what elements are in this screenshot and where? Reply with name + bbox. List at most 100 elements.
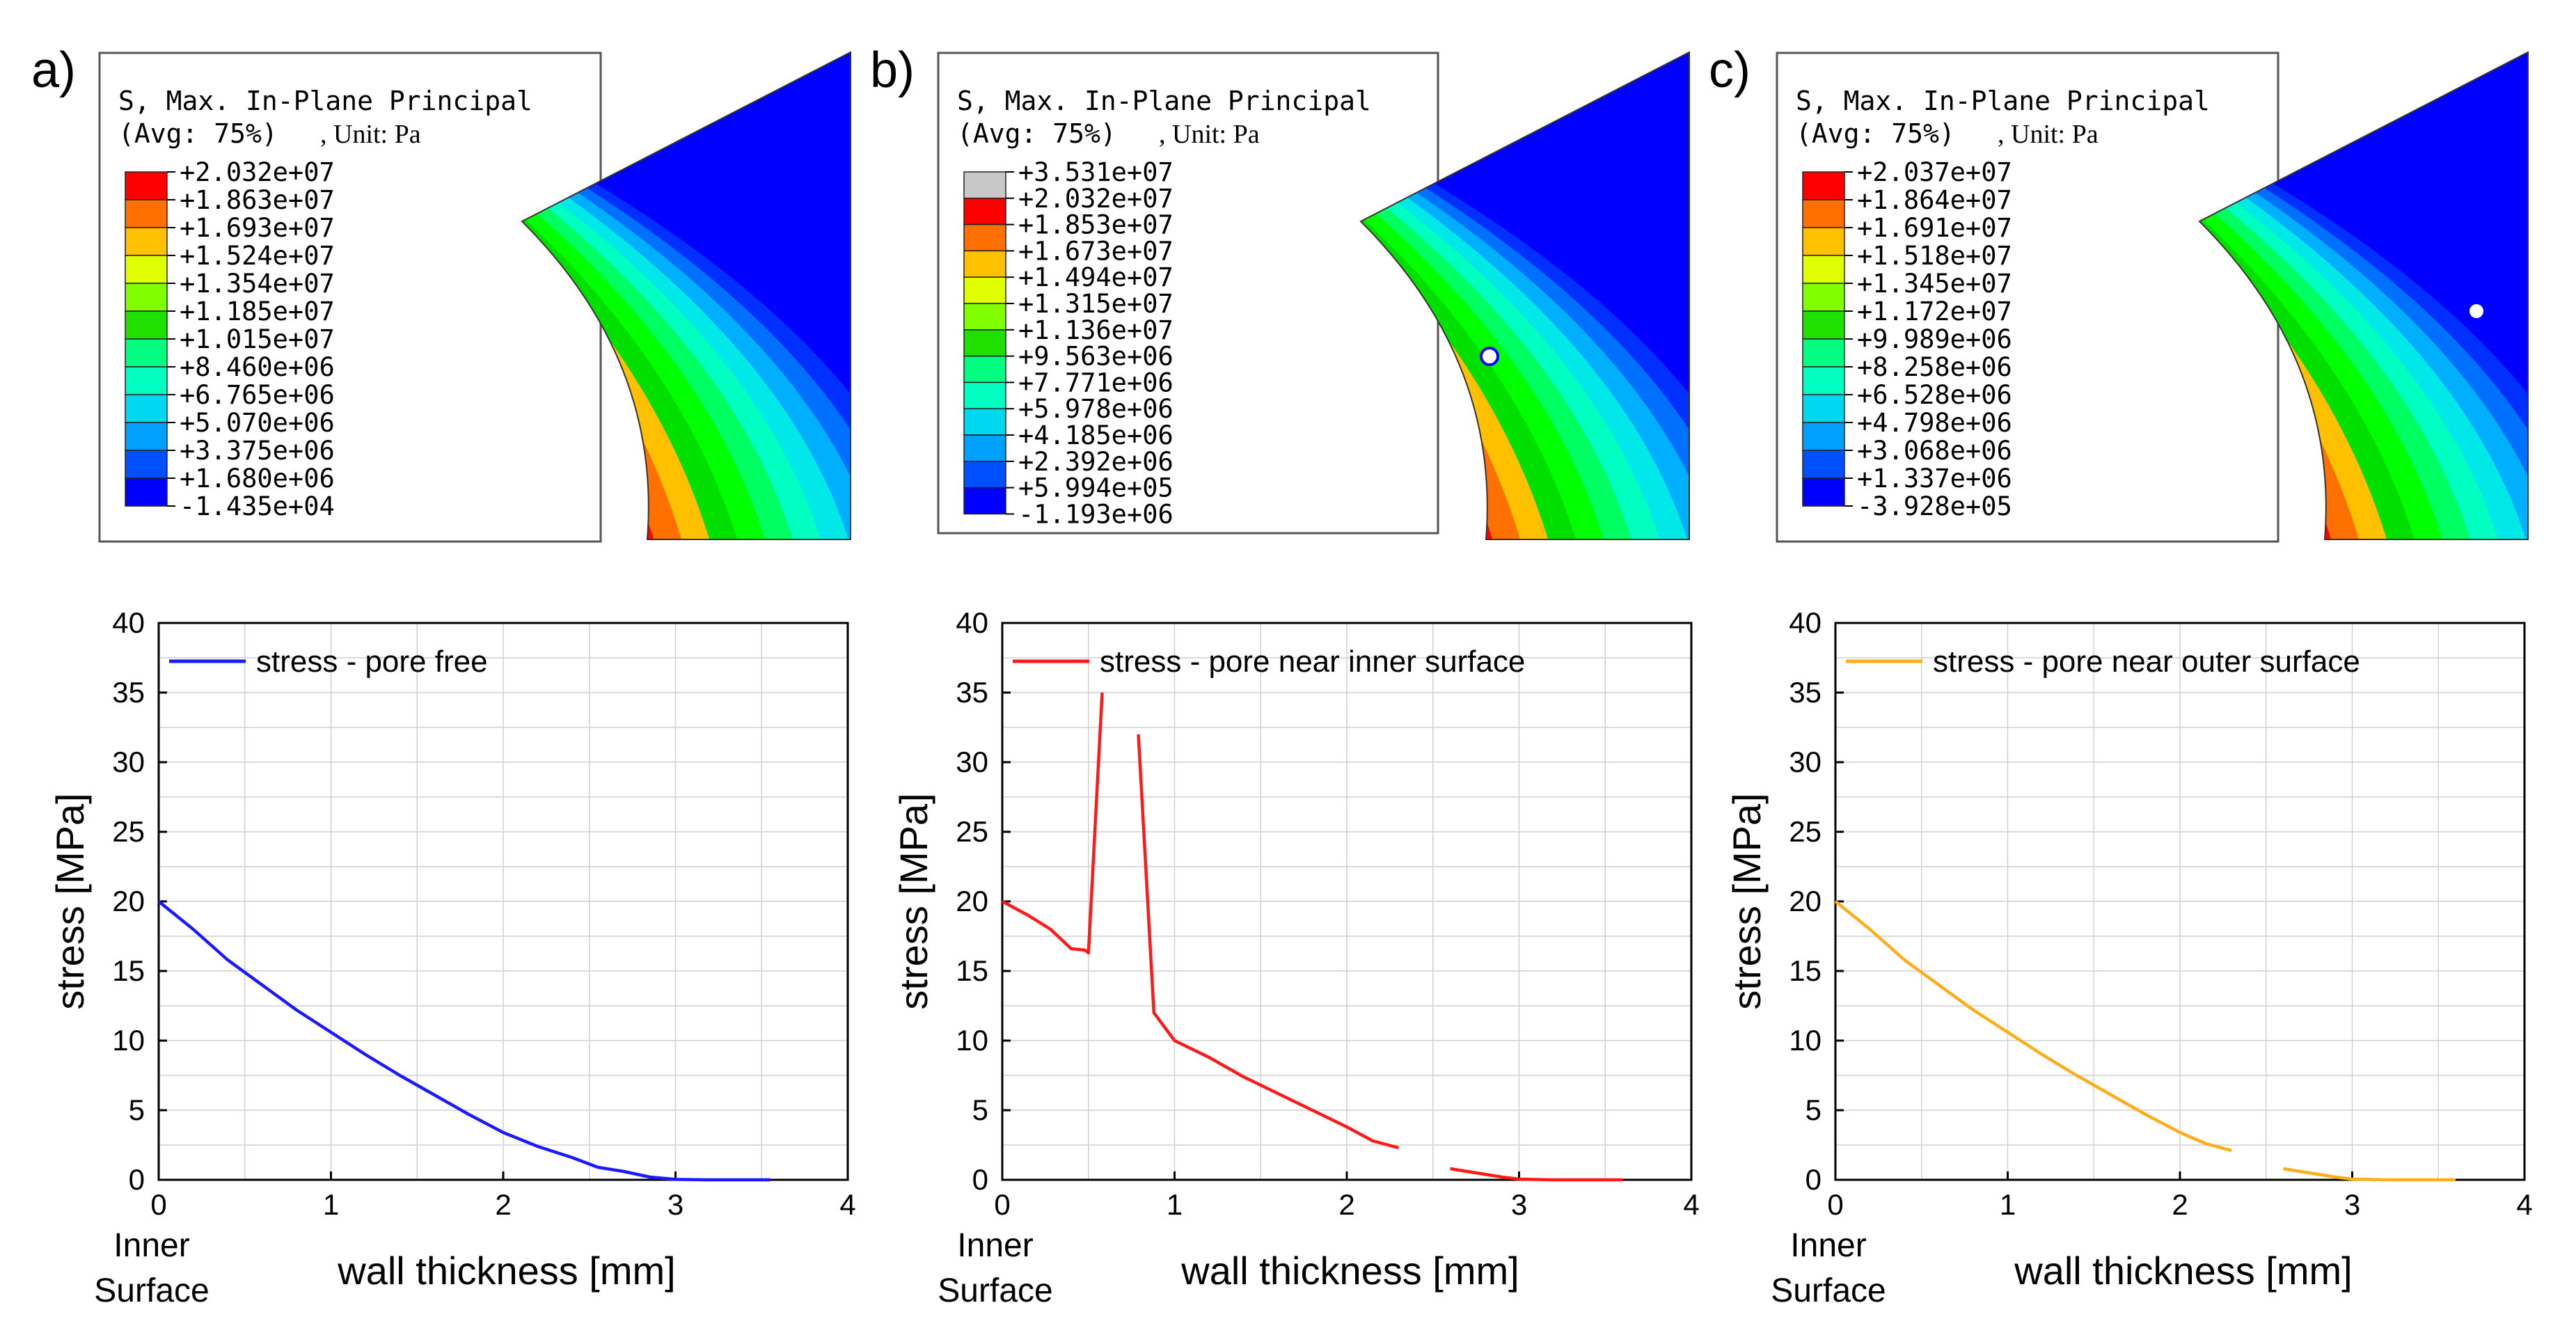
chart-3: 0 5 10 15 20 25 30 35 40 0 1 2 3 4 stress [MPa] wall th… — [1725, 606, 2533, 1309]
panel-3: c) S, Max. In-Plane Principal(Avg: 75%) , … — [1709, 42, 2529, 543]
legend-label: stress - pore free — [256, 645, 488, 679]
legend-swatch — [963, 461, 1006, 489]
grid — [159, 623, 848, 1180]
legend-swatch — [1802, 171, 1845, 200]
y-axis-label: stress [MPa] — [892, 793, 935, 1009]
legend-label: stress - pore near outer surface — [1933, 645, 2360, 679]
y-tick-label: 5 — [129, 1094, 145, 1126]
grid — [1835, 623, 2524, 1180]
x-tick-label: 0 — [1827, 1188, 1843, 1221]
legend-value: +1.518e+07 — [1857, 241, 2012, 271]
legend-swatch — [125, 422, 168, 451]
legend-value: +1.853e+07 — [1018, 210, 1174, 240]
contour-legend: S, Max. In-Plane Principal(Avg: 75%) , Un… — [98, 52, 602, 543]
panel-letter: b) — [870, 42, 915, 98]
inner-surface-label: Surface — [94, 1272, 209, 1309]
legend-swatch — [963, 276, 1006, 304]
legend-subtitle: (Avg: 75%) — [118, 118, 278, 149]
legend-value: +2.032e+07 — [1018, 184, 1174, 214]
legend-swatch — [125, 366, 168, 395]
legend-value: +1.136e+07 — [1018, 315, 1174, 345]
x-tick-label: 3 — [667, 1188, 683, 1221]
legend-box — [98, 52, 602, 543]
legend-swatch — [963, 381, 1006, 409]
legend-swatch — [125, 255, 168, 284]
legend-swatch — [1802, 310, 1845, 340]
legend-swatch — [125, 310, 168, 340]
y-tick-label: 35 — [112, 676, 145, 709]
y-tick-label: 40 — [1789, 606, 1822, 639]
y-tick-label: 40 — [956, 606, 988, 639]
y-tick-label: 35 — [956, 676, 988, 709]
legend-swatch — [125, 394, 168, 423]
chart-1: 0 5 10 15 20 25 30 35 40 0 1 2 3 4 stress [MPa] wall th… — [48, 606, 856, 1309]
legend-swatch — [963, 250, 1006, 278]
legend-swatch — [1802, 283, 1845, 312]
part-outline — [2198, 51, 2529, 540]
series-line — [157, 900, 771, 1182]
x-tick-label: 0 — [994, 1188, 1010, 1221]
legend-swatch — [125, 171, 168, 200]
y-tick-label: 10 — [112, 1024, 145, 1057]
pore-marker — [1480, 347, 1499, 366]
legend-box — [937, 52, 1439, 535]
panel-letter: a) — [31, 42, 76, 98]
y-tick-label: 25 — [1789, 815, 1822, 848]
y-tick-label: 15 — [112, 954, 145, 987]
legend-title: S, Max. In-Plane Principal — [1796, 86, 2210, 116]
legend-value: +6.528e+06 — [1857, 380, 2012, 410]
legend-swatch — [1802, 255, 1845, 284]
legend-swatch — [963, 329, 1006, 357]
legend-value: +2.032e+07 — [180, 157, 335, 187]
x-tick-label: 0 — [150, 1188, 166, 1221]
legend-title: S, Max. In-Plane Principal — [957, 86, 1371, 116]
legend-swatch — [1802, 422, 1845, 451]
x-axis-label: wall thickness [mm] — [337, 1249, 675, 1293]
legend-swatch — [125, 477, 168, 507]
y-tick-label: 15 — [956, 954, 988, 987]
legend-value: +3.068e+06 — [1857, 436, 2012, 466]
legend-value: +8.460e+06 — [180, 352, 335, 382]
legend-subtitle: (Avg: 75%) — [957, 118, 1116, 149]
x-tick-label: 3 — [2344, 1188, 2360, 1221]
legend-value: +5.070e+06 — [180, 408, 335, 438]
y-tick-label: 30 — [1789, 745, 1822, 778]
pore-marker — [2470, 304, 2483, 318]
legend-unit: , Unit: Pa — [1159, 120, 1260, 149]
legend-title: S, Max. In-Plane Principal — [118, 86, 532, 116]
series-line — [2283, 1167, 2456, 1182]
series-line — [1450, 1167, 1622, 1182]
legend-value: -3.928e+05 — [1857, 491, 2012, 521]
x-tick-label: 3 — [1511, 1188, 1527, 1221]
legend-swatch — [963, 434, 1006, 462]
contour-legend: S, Max. In-Plane Principal(Avg: 75%) , Un… — [1776, 52, 2279, 543]
legend-value: +9.989e+06 — [1857, 324, 2012, 354]
legend-value: +1.680e+06 — [180, 464, 335, 494]
y-tick-label: 0 — [129, 1163, 145, 1196]
inner-surface-label: Surface — [938, 1272, 1052, 1309]
x-tick-label: 2 — [495, 1188, 511, 1221]
y-tick-label: 20 — [112, 885, 145, 917]
x-axis-label: wall thickness [mm] — [2014, 1249, 2352, 1293]
legend-value: +4.798e+06 — [1857, 408, 2012, 438]
y-tick-label: 40 — [112, 606, 145, 639]
y-tick-label: 5 — [972, 1094, 988, 1126]
y-tick-label: 5 — [1805, 1094, 1822, 1126]
series-line — [1834, 900, 2232, 1153]
y-tick-label: 10 — [1789, 1024, 1822, 1057]
x-tick-label: 1 — [2000, 1188, 2016, 1221]
y-axis-label: stress [MPa] — [1725, 793, 1769, 1009]
legend-swatch — [1802, 338, 1845, 368]
y-tick-label: 35 — [1789, 676, 1822, 709]
legend-swatch — [963, 198, 1006, 226]
inner-surface-label: Surface — [1771, 1272, 1886, 1309]
y-tick-label: 25 — [956, 815, 988, 848]
legend-value: +3.375e+06 — [180, 436, 335, 466]
legend-value: +2.037e+07 — [1857, 157, 2012, 187]
y-tick-label: 20 — [956, 885, 988, 917]
inner-surface-label: Inner — [113, 1227, 189, 1264]
x-tick-label: 4 — [839, 1188, 855, 1221]
legend-swatch — [125, 338, 168, 368]
legend-swatch — [125, 227, 168, 256]
